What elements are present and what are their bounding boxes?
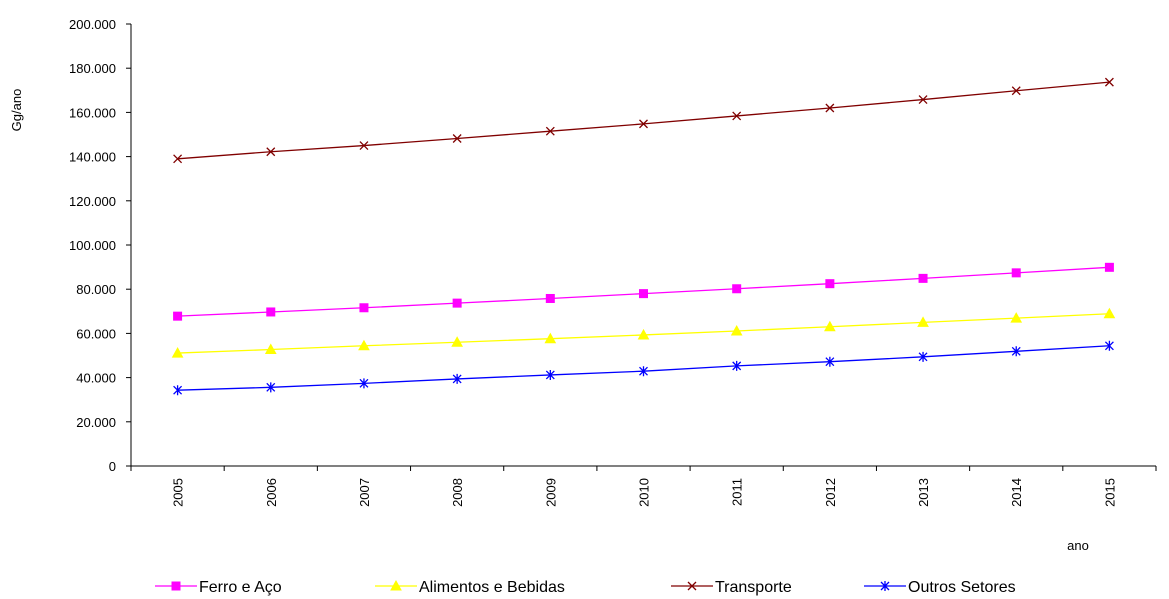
data-point	[730, 324, 743, 336]
data-point	[173, 385, 183, 396]
data-point	[639, 119, 648, 129]
data-point	[1104, 77, 1114, 87]
data-point	[825, 356, 835, 367]
plot-area: 0 20.000 40.000 60.000 80.000 100.000 120.000 1…	[69, 17, 1157, 507]
legend-label: Transporte	[715, 579, 792, 596]
data-point	[639, 366, 648, 377]
legend-item: Alimentos e Bebidas	[375, 579, 565, 596]
data-point	[359, 303, 369, 313]
data-point	[1011, 86, 1021, 96]
legend-marker	[171, 581, 181, 591]
data-point	[918, 273, 928, 283]
data-point	[1104, 340, 1114, 351]
x-tick-label: 2005	[171, 478, 186, 507]
y-tick-label: 160.000	[69, 105, 116, 120]
legend-item: Ferro e Aço	[155, 579, 282, 596]
data-point	[639, 289, 648, 299]
data-point	[359, 141, 369, 151]
x-tick-label: 2014	[1009, 478, 1024, 507]
data-point	[545, 293, 555, 303]
x-tick-label: 2008	[450, 478, 465, 507]
x-tick-label: 2012	[823, 478, 838, 507]
y-tick-label: 140.000	[69, 150, 116, 165]
legend-marker	[880, 581, 890, 591]
data-point	[1104, 262, 1114, 272]
data-point	[1011, 268, 1021, 278]
data-point	[266, 307, 276, 317]
data-point	[451, 336, 463, 347]
data-point	[545, 126, 555, 136]
series-line	[177, 81, 1110, 160]
legend-label: Alimentos e Bebidas	[419, 579, 565, 596]
data-point	[824, 320, 836, 332]
legend-item: Outros Setores	[864, 579, 1016, 596]
data-point	[917, 316, 929, 327]
data-point	[825, 103, 835, 113]
x-tick-label: 2015	[1102, 478, 1117, 507]
data-point	[452, 373, 462, 384]
y-tick-label: 120.000	[69, 194, 116, 209]
x-tick-label: 2006	[264, 478, 279, 507]
data-point	[266, 382, 276, 393]
y-axis-label: Gg/ano	[9, 89, 24, 132]
legend-marker	[390, 579, 402, 591]
data-point	[732, 111, 742, 121]
data-point	[918, 351, 928, 362]
data-point	[732, 360, 742, 371]
data-point	[544, 332, 557, 344]
data-point	[1011, 346, 1021, 357]
data-point	[452, 298, 462, 308]
data-point	[1010, 312, 1023, 323]
data-point	[1103, 307, 1116, 319]
data-point	[637, 328, 650, 340]
y-tick-label: 100.000	[69, 238, 116, 253]
x-tick-label: 2013	[916, 478, 931, 507]
data-point	[266, 147, 276, 157]
data-point	[452, 134, 462, 143]
legend-marker	[687, 581, 697, 591]
data-point	[732, 284, 742, 294]
y-tick-label: 60.000	[76, 326, 116, 341]
y-tick-label: 40.000	[76, 371, 116, 386]
legend-label: Ferro e Aço	[199, 579, 282, 596]
data-point	[918, 95, 928, 105]
y-tick-label: 180.000	[69, 61, 116, 76]
data-point	[359, 378, 369, 389]
data-point	[545, 369, 555, 380]
x-tick-label: 2011	[730, 478, 745, 506]
legend-label: Outros Setores	[908, 579, 1016, 596]
y-tick-label: 80.000	[76, 282, 116, 297]
y-tick-label: 200.000	[69, 17, 116, 32]
data-point	[358, 339, 370, 351]
y-tick-label: 20.000	[76, 415, 116, 430]
data-point	[173, 311, 183, 321]
x-tick-label: 2007	[357, 478, 372, 507]
data-point	[825, 279, 835, 289]
x-tick-label: 2010	[637, 478, 652, 507]
legend: Ferro e Aço Alimentos e Bebidas Transporte…	[155, 579, 1016, 596]
y-tick-label: 0	[109, 459, 116, 474]
x-axis-label: ano	[1067, 538, 1089, 553]
x-tick-label: 2009	[543, 478, 558, 507]
data-point	[264, 343, 277, 355]
legend-item: Transporte	[671, 579, 792, 596]
data-point	[173, 154, 183, 164]
data-point	[171, 347, 184, 358]
